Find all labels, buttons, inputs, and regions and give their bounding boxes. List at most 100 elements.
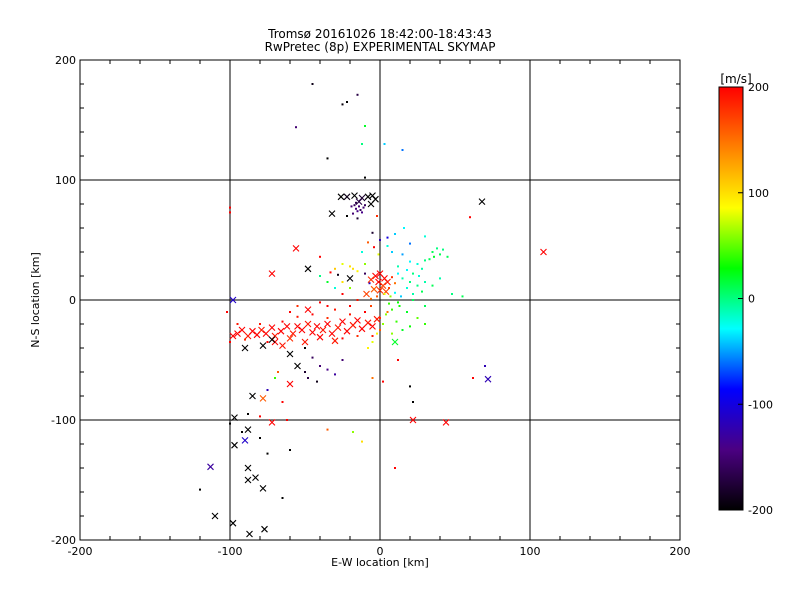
data-point-cross [211,512,219,520]
chart-subtitle: RwPretec (8p) EXPERIMENTAL SKYMAP [264,40,496,54]
data-point-dot [326,281,329,283]
data-point-cross [364,319,372,327]
data-point-cross [384,278,391,286]
data-point-dot [431,284,434,287]
data-point-cross [294,362,301,370]
plot-frame [79,59,681,541]
data-point-dot [334,267,336,270]
data-point-cross [286,380,294,388]
data-point-dot [352,267,354,270]
data-point-cross [246,530,253,538]
data-point-dot [266,389,269,391]
data-point-dot [355,201,357,204]
data-point-cross [375,278,382,286]
y-tick-label: -100 [51,414,76,427]
data-point-dot [266,341,269,343]
data-point-cross [372,272,379,280]
data-point-dot [266,452,269,455]
data-point-cross [363,290,370,298]
data-point-dot [439,253,441,256]
data-point-dot [352,431,354,433]
data-point-dot [394,467,396,469]
data-point-dot [421,267,423,270]
data-point-dot [311,313,314,316]
data-point-cross [376,287,384,294]
data-point-dot [391,251,393,253]
data-point-dot [446,255,449,258]
data-point-dot [418,275,420,277]
data-point-dot [229,341,231,343]
data-point-dot [277,371,279,373]
data-point-dot [391,332,393,335]
y-tick-label: 0 [69,294,76,307]
data-point-cross [379,282,387,289]
data-point-dot [371,335,374,337]
data-point-cross [313,323,321,330]
data-point-dot [394,233,396,235]
data-point-cross [298,326,306,334]
data-point-dot [361,211,363,214]
data-point-dot [383,293,386,295]
data-point-dot [356,299,359,301]
data-point-dot [391,308,393,311]
data-point-cross [268,324,276,331]
data-point-dot [412,401,414,403]
data-point-dot [295,126,297,129]
data-point-dot [244,338,246,341]
data-point-dot [326,368,329,371]
data-point-dot [401,149,404,151]
data-point-cross [259,395,267,402]
data-point-dot [259,323,261,325]
data-point-dot [349,265,351,268]
data-point-cross [231,441,238,449]
data-point-dot [416,263,419,265]
data-point-dot [352,212,354,215]
data-point-cross [367,200,375,208]
axis-ticks: -200 -100 0 100 200 -200 -100 0 100 200 [51,54,690,558]
data-point-dot [386,311,389,313]
data-point-cross [261,525,268,533]
data-point-dot [349,287,351,289]
data-point-dot [355,207,357,210]
data-point-dot [433,255,435,258]
data-point-dot [383,143,386,145]
data-point-cross [337,193,345,201]
data-point-dot [362,206,365,209]
data-point-cross [316,333,324,341]
data-point-dot [409,242,411,245]
data-point-dot [259,415,261,418]
data-point-cross [301,338,309,346]
data-point-dot [379,317,381,319]
data-point-dot [367,241,369,244]
data-point-dot [397,265,399,268]
data-point-dot [469,216,471,219]
data-point-dot [397,301,399,304]
data-point-dot [385,313,387,316]
data-point-cross [268,419,276,426]
data-point-dot [421,290,423,293]
colorbar-tick-label: 100 [748,187,769,200]
colorbar-tick-label: -200 [748,504,773,517]
data-point-cross [391,338,399,346]
data-point-cross [367,276,375,283]
data-point-dot [401,329,404,331]
data-point-cross [351,192,358,199]
data-point-dot [379,239,381,241]
data-point-dot [484,365,486,367]
data-point-dot [311,83,314,85]
data-point-cross [229,332,237,340]
colorbar-tick-label: 0 [748,293,755,306]
data-point-cross [229,519,237,527]
data-point-cross [370,285,378,293]
data-point-dot [409,260,411,263]
data-point-dot [316,380,318,383]
data-point-dot [281,497,284,499]
data-point-dot [259,437,261,439]
data-point-cross [324,320,331,328]
data-point-cross [207,463,214,471]
data-point-cross [229,296,237,304]
data-point-dot [199,488,201,491]
data-point-dot [406,311,408,313]
data-point-dot [461,295,464,298]
